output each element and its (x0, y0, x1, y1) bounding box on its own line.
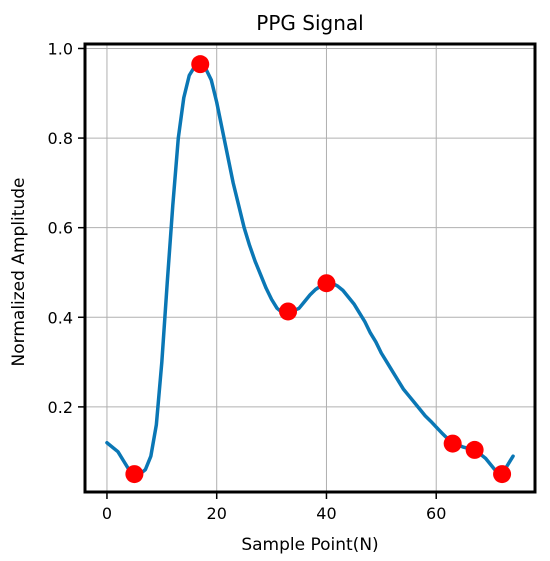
y-tick-label: 1.0 (48, 39, 73, 58)
y-tick-label: 0.6 (48, 219, 73, 238)
x-tick-label: 60 (426, 504, 446, 523)
y-axis-label: Normalized Amplitude (9, 178, 29, 367)
peak-marker (465, 440, 484, 459)
chart-title: PPG Signal (256, 11, 363, 35)
peak-marker (125, 465, 144, 484)
y-tick-label: 0.4 (48, 308, 73, 327)
x-tick-label: 20 (207, 504, 227, 523)
x-axis-label: Sample Point(N) (241, 535, 378, 555)
x-tick-label: 40 (316, 504, 336, 523)
grid (85, 44, 535, 492)
peak-marker (443, 434, 462, 453)
peak-marker (279, 302, 298, 321)
y-tick-label: 0.2 (48, 398, 73, 417)
axes: 0 20 40 60 0.2 0.4 0.6 0.8 1.0 (48, 39, 537, 523)
peak-marker (191, 55, 210, 74)
x-tick-label: 0 (102, 504, 112, 523)
peak-marker (493, 465, 512, 484)
peak-marker (317, 274, 336, 293)
plot-frame (83, 42, 537, 494)
markers (125, 55, 512, 484)
y-tick-label: 0.8 (48, 129, 73, 148)
